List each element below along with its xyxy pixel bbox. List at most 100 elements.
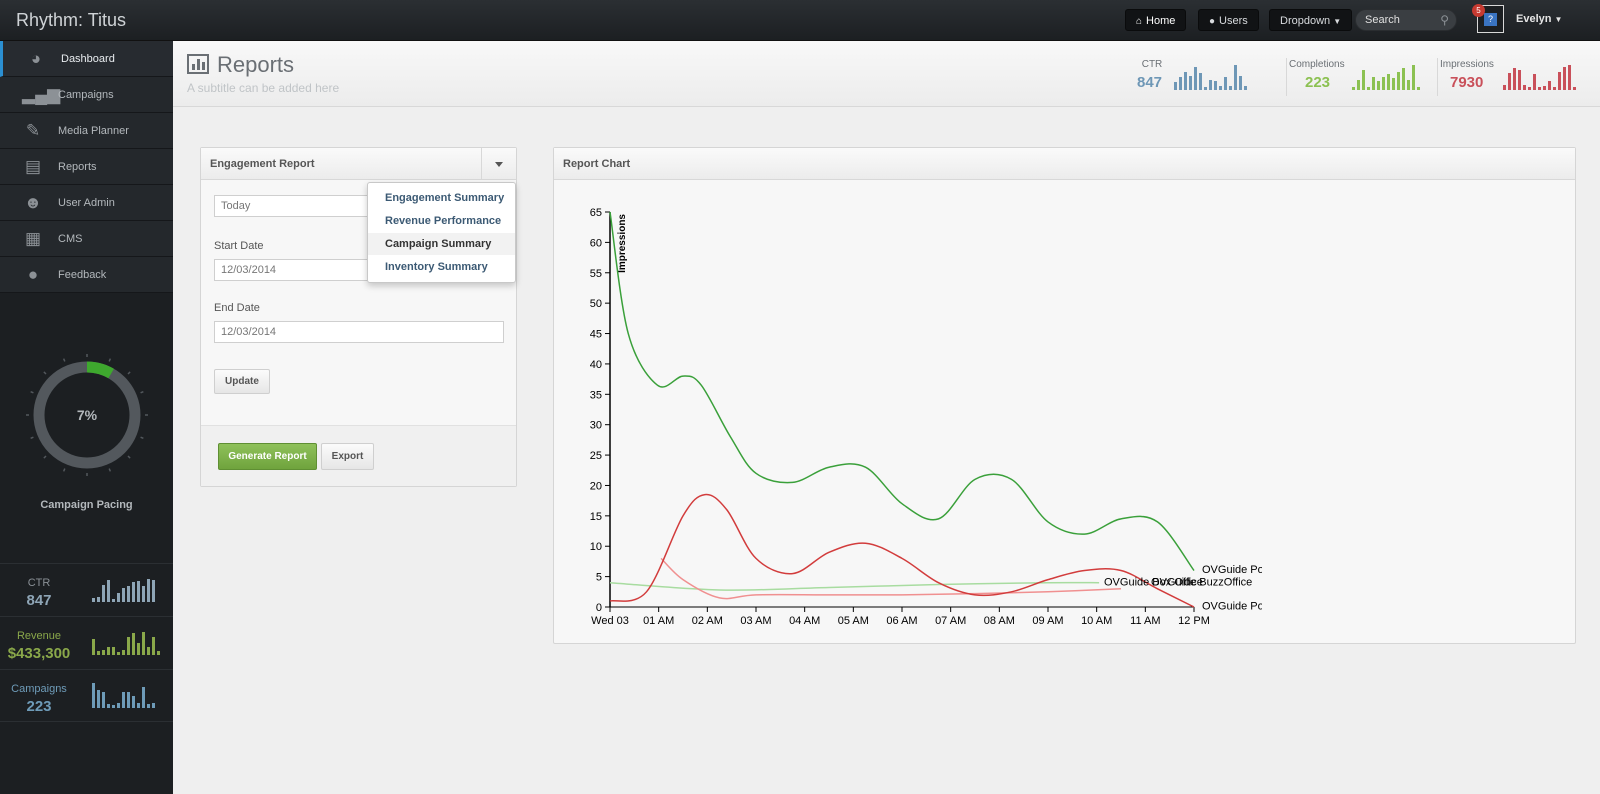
stat-label: CTR (1141, 59, 1163, 70)
caret-down-icon: ▼ (1333, 17, 1342, 26)
table-icon: ▦ (24, 229, 42, 248)
sparkline-bar (142, 632, 145, 655)
stat-label: Campaigns (11, 683, 67, 695)
start-date-label: Start Date (214, 240, 264, 252)
generate-report-button[interactable]: Generate Report (218, 443, 317, 470)
sidebar: ◕ Dashboard ▂▄▆ Campaigns ✎ Media Planne… (0, 41, 173, 794)
nav-users-button[interactable]: ● Users (1198, 9, 1259, 31)
series-line (609, 581, 1100, 591)
sparkline-bar (1372, 77, 1375, 90)
sparkline-bar (122, 588, 125, 602)
sidebar-item-reports[interactable]: ▤ Reports (0, 149, 173, 185)
app-title[interactable]: Rhythm: Titus (16, 10, 127, 30)
sparkline-bar (1523, 85, 1526, 90)
sparkline-bar (1209, 80, 1212, 90)
sparkline-bar (1224, 77, 1227, 90)
notifications-button[interactable]: ? 5 (1472, 4, 1504, 33)
bar-chart-icon (187, 54, 209, 74)
sparkline-bar (1204, 87, 1207, 90)
dashboard-icon: ◕ (30, 49, 42, 68)
stat-value: 223 (1305, 74, 1331, 91)
y-tick-label: 45 (590, 329, 602, 341)
sparkline-bar (1184, 72, 1187, 90)
sparkline-bar (1357, 80, 1360, 90)
sidebar-item-dashboard[interactable]: ◕ Dashboard (0, 41, 173, 77)
sparkline-bar (102, 650, 105, 655)
sparkline-bar (1199, 73, 1202, 90)
menu-item-campaign-summary[interactable]: Campaign Summary (368, 233, 515, 255)
sparkline-bar (1518, 70, 1521, 90)
nav-dropdown-button[interactable]: Dropdown ▼ (1269, 9, 1353, 31)
gauge-tick (127, 455, 131, 459)
sparkline-bar (1214, 81, 1217, 90)
sparkline-bar (1382, 77, 1385, 90)
sparkline-bar (1387, 74, 1390, 90)
series-label: OVGuide Pop (1202, 564, 1270, 576)
gauge-tick (127, 371, 131, 375)
sparkline-bar (1573, 87, 1576, 90)
gauge-tick (30, 390, 34, 394)
sidebar-item-user-admin[interactable]: ☻ User Admin (0, 185, 173, 221)
nav-home-button[interactable]: ⌂ Home (1125, 9, 1187, 31)
sparkline-bar (1362, 70, 1365, 90)
sparkline (92, 629, 164, 655)
stat-value: 223 (26, 698, 52, 715)
sparkline-bar (1179, 77, 1182, 90)
sidebar-item-campaigns[interactable]: ▂▄▆ Campaigns (0, 77, 173, 113)
sparkline-bar (1219, 86, 1222, 90)
divider (1437, 58, 1438, 96)
menu-item-engagement-summary[interactable]: Engagement Summary (385, 192, 505, 204)
sparkline-bar (92, 598, 95, 602)
search-icon: ⚲ (1440, 13, 1449, 27)
x-tick-label: 09 AM (1032, 615, 1063, 627)
sparkline-bar (132, 696, 135, 708)
sparkline-bar (1174, 82, 1177, 90)
user-icon: ● (1209, 16, 1216, 27)
gauge-tick (62, 358, 66, 362)
stat-value: 847 (26, 592, 52, 609)
gauge-value: 7% (77, 407, 98, 423)
series-line (609, 211, 1195, 571)
sparkline-bar (152, 580, 155, 602)
bar-chart-icon: ▤ (24, 157, 42, 176)
gauge-tick (62, 468, 66, 472)
menu-item-revenue-performance[interactable]: Revenue Performance (385, 215, 502, 227)
report-chart-panel: Report Chart 0 5 10 15 20 25 30 35 40 45 50 55 60 65 W… (553, 147, 1576, 644)
sparkline-bar (102, 585, 105, 602)
y-tick-label: 0 (596, 602, 602, 614)
menu-item-inventory-summary[interactable]: Inventory Summary (385, 261, 488, 273)
sidebar-item-cms[interactable]: ▦ CMS (0, 221, 173, 257)
x-tick-label: Wed 03 (591, 615, 629, 627)
edit-icon: ✎ (25, 121, 41, 140)
sparkline-bar (127, 692, 130, 708)
sidebar-item-feedback[interactable]: ● Feedback (0, 257, 173, 293)
user-menu[interactable]: Evelyn ▼ (1516, 13, 1563, 25)
end-date-field[interactable]: 12/03/2014 (214, 321, 504, 343)
sparkline-bar (137, 581, 140, 602)
sparkline-bar (137, 643, 140, 655)
sparkline-bar (147, 647, 150, 655)
y-tick-label: 55 (590, 268, 602, 280)
sparkline-bar (1239, 76, 1242, 90)
export-button[interactable]: Export (321, 443, 374, 470)
sparkline (1503, 64, 1576, 90)
sparkline-bar (152, 703, 155, 708)
sparkline-bar (132, 633, 135, 655)
gauge-tick (140, 390, 144, 394)
sparkline-bar (1392, 78, 1395, 90)
series-line (609, 493, 1195, 608)
series-label: OVGuide Box Office (1104, 577, 1203, 589)
report-type-dropdown-toggle[interactable] (481, 148, 516, 180)
sparkline-bar (1528, 87, 1531, 90)
sparkline-bar (1244, 86, 1247, 90)
update-button[interactable]: Update (214, 369, 270, 394)
sidebar-stat-ctr: CTR 847 (0, 563, 173, 616)
sidebar-item-media-planner[interactable]: ✎ Media Planner (0, 113, 173, 149)
home-icon: ⌂ (1136, 16, 1143, 27)
gauge-tick (30, 436, 34, 440)
x-tick-label: 07 AM (935, 615, 966, 627)
sparkline-bar (1563, 67, 1566, 90)
search-input[interactable]: Search ⚲ (1355, 9, 1457, 31)
sparkline-bar (127, 637, 130, 655)
sparkline-bar (117, 652, 120, 655)
